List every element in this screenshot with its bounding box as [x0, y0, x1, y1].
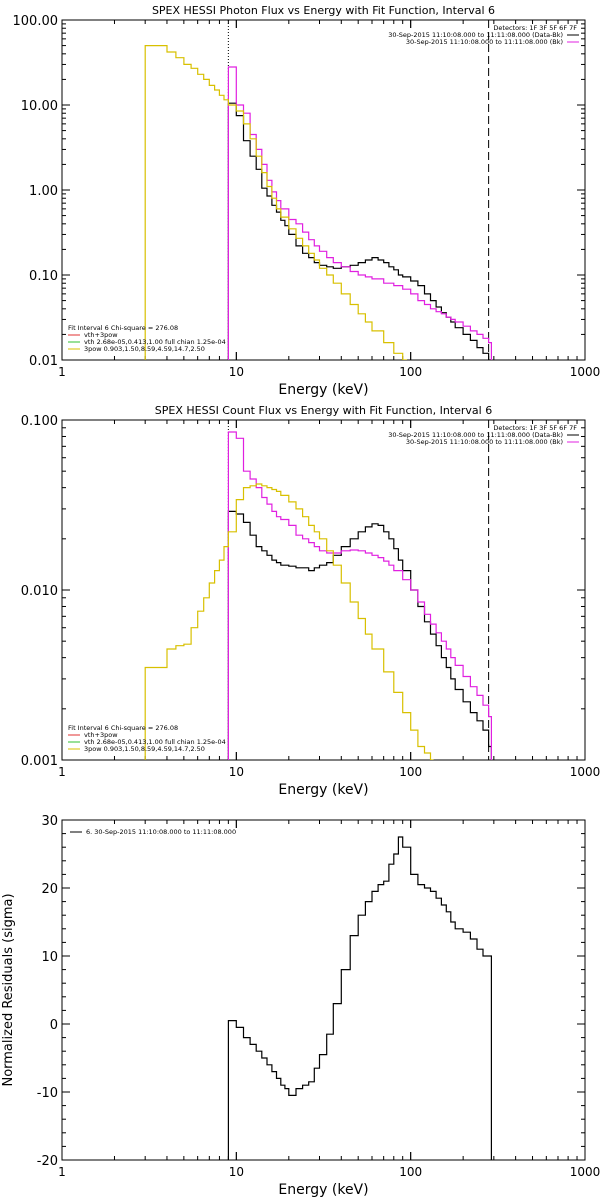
x-tick-label: 1000	[570, 765, 600, 779]
legend-entry-data: 30-Sep-2015 11:10:08.000 to 11:11:08.000…	[388, 431, 563, 439]
x-tick-label: 100	[399, 365, 422, 379]
x-axis-label: Energy (keV)	[278, 782, 368, 798]
plot-3	[61, 819, 586, 1161]
x-tick-label: 1000	[570, 365, 600, 379]
legend-fit-entry: vth 2.68e-05,0.413,1.00 full chian 1.25e…	[84, 738, 226, 746]
series-line	[144, 45, 408, 360]
x-tick-label: 1	[58, 365, 66, 379]
legend-entry-bk: 30-Sep-2015 11:10:08.000 to 11:11:08.000…	[406, 438, 563, 446]
y-tick-label: 0.100	[21, 414, 58, 429]
legend-fit-entry: vth+3pow	[84, 731, 118, 739]
chart-title: SPEX HESSI Photon Flux vs Energy with Fi…	[152, 4, 495, 17]
y-tick-label: 1.00	[29, 184, 58, 199]
legend-entry-bk: 30-Sep-2015 11:10:08.000 to 11:11:08.000…	[406, 38, 563, 46]
legend-fit-entry: vth 2.68e-05,0.413,1.00 full chian 1.25e…	[84, 338, 226, 346]
y-tick-label: -10	[37, 1086, 58, 1101]
y-axis-label: Normalized Residuals (sigma)	[1, 893, 16, 1086]
plot-2	[61, 419, 586, 761]
legend-fit-entry: 3pow 0.903,1.50,8.59,4.59,14.7,2.50	[84, 345, 205, 353]
x-axis-label: Energy (keV)	[278, 1182, 368, 1198]
series-line	[227, 510, 492, 760]
y-tick-label: 0.001	[21, 754, 58, 769]
x-tick-label: 1	[58, 765, 66, 779]
legend-fit-entry: vth+3pow	[84, 331, 118, 339]
plot-1	[61, 19, 586, 361]
y-tick-label: -20	[37, 1154, 58, 1169]
series-line	[227, 836, 492, 1160]
y-tick-label: 0.01	[29, 354, 58, 369]
y-tick-label: 0.010	[21, 584, 58, 599]
x-tick-label: 10	[229, 765, 244, 779]
y-tick-label: 0	[50, 1018, 58, 1033]
series-line	[144, 483, 434, 760]
y-tick-label: 30	[41, 814, 58, 829]
x-tick-label: 100	[399, 1165, 422, 1179]
chart-title: SPEX HESSI Count Flux vs Energy with Fit…	[155, 404, 492, 417]
legend-entry-data: 30-Sep-2015 11:10:08.000 to 11:11:08.000…	[388, 31, 563, 39]
plot-frame	[61, 419, 586, 761]
legend-detectors: Detectors: 1F 3F 5F 6F 7F	[493, 424, 577, 432]
x-tick-label: 100	[399, 765, 422, 779]
series-line	[227, 66, 492, 360]
y-tick-label: 100.00	[13, 14, 59, 29]
y-tick-label: 10	[41, 950, 58, 965]
x-tick-label: 1000	[570, 1165, 600, 1179]
legend-interval: 6. 30-Sep-2015 11:10:08.000 to 11:11:08.…	[86, 828, 236, 836]
series-line	[227, 431, 492, 760]
plot-frame	[61, 19, 586, 361]
series-line	[227, 102, 492, 360]
legend-fit-entry: 3pow 0.903,1.50,8.59,4.59,14.7,2.50	[84, 745, 205, 753]
legend-fit-interval: Fit Interval 6 Chi-square = 276.08	[68, 324, 178, 332]
x-tick-label: 10	[229, 1165, 244, 1179]
y-tick-label: 10.00	[21, 99, 58, 114]
plot-frame	[61, 819, 586, 1161]
legend-fit-interval: Fit Interval 6 Chi-square = 276.08	[68, 724, 178, 732]
x-axis-label: Energy (keV)	[278, 382, 368, 398]
x-tick-label: 1	[58, 1165, 66, 1179]
x-tick-label: 10	[229, 365, 244, 379]
y-tick-label: 20	[41, 882, 58, 897]
y-tick-label: 0.10	[29, 269, 58, 284]
legend-detectors: Detectors: 1F 3F 5F 6F 7F	[493, 24, 577, 32]
